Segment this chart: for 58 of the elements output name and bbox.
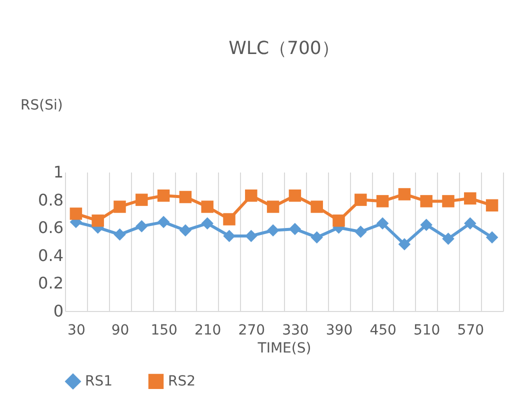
legend-label: RS1 — [85, 373, 113, 390]
point — [179, 190, 192, 204]
point — [136, 220, 148, 232]
y-tick-label: 0.2 — [38, 274, 64, 293]
y-tick-label: 0.6 — [38, 218, 64, 238]
x-tick-label: 330 — [282, 322, 309, 338]
x-tick-label: 150 — [150, 322, 178, 338]
x-tick-label: 450 — [370, 322, 396, 338]
point — [310, 200, 323, 213]
point — [376, 217, 389, 230]
point — [464, 192, 476, 205]
point — [245, 230, 258, 242]
point — [486, 231, 498, 244]
point — [442, 195, 454, 208]
legend-label: RS2 — [168, 373, 196, 390]
x-tick-label: 270 — [238, 322, 266, 338]
x-tick-label: 510 — [413, 322, 440, 338]
point — [92, 214, 104, 227]
x-tick-label: 90 — [111, 322, 130, 338]
point — [70, 208, 82, 220]
point — [442, 232, 454, 245]
point — [114, 200, 126, 213]
y-tick-label: 0.4 — [38, 246, 64, 265]
chart-title: WLC（700） — [228, 38, 340, 59]
point — [266, 224, 280, 237]
x-tick-label: 390 — [326, 322, 353, 338]
point — [486, 199, 498, 212]
point — [157, 216, 170, 228]
y-axis-title: RS(Si) — [20, 98, 63, 114]
point — [179, 224, 192, 237]
x-tick-label: 570 — [457, 322, 484, 338]
x-axis-title: TIME(S) — [256, 340, 312, 356]
point — [354, 226, 367, 238]
point — [398, 238, 411, 250]
point — [464, 217, 476, 230]
point — [223, 230, 236, 242]
point — [245, 190, 258, 202]
point — [114, 228, 126, 241]
point — [288, 190, 302, 202]
point — [136, 194, 148, 206]
x-tick-label: 210 — [194, 322, 222, 338]
point — [310, 231, 323, 244]
point — [398, 188, 411, 200]
point — [376, 195, 389, 208]
x-tick-label: 30 — [68, 322, 86, 338]
point — [223, 213, 236, 226]
point — [201, 200, 214, 213]
point — [157, 190, 170, 202]
y-tick-label: 1 — [53, 162, 64, 182]
y-tick-label: 0 — [53, 302, 64, 320]
point — [288, 222, 302, 236]
point — [332, 214, 345, 227]
point — [420, 195, 432, 208]
y-tick-label: 0.8 — [38, 190, 64, 210]
point — [201, 217, 214, 230]
point — [354, 194, 367, 206]
point — [420, 218, 432, 231]
point — [266, 200, 280, 213]
